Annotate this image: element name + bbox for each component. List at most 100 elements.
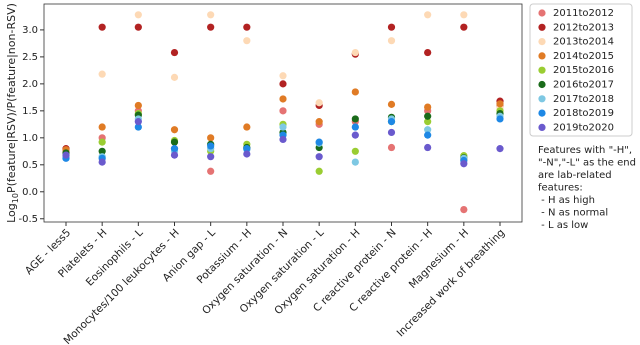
annotation-line: - H as high (538, 195, 595, 206)
data-point (279, 80, 287, 88)
data-point (134, 23, 142, 31)
y-tick-label: 1.0 (22, 133, 38, 144)
y-tick-label: 0.5 (22, 160, 38, 171)
data-point (98, 138, 106, 146)
annotation-line: features: (538, 183, 583, 194)
data-point (170, 48, 179, 57)
data-point (170, 145, 179, 153)
data-point (170, 151, 179, 159)
data-point (207, 11, 215, 19)
data-point (207, 153, 215, 161)
data-point (424, 103, 432, 111)
data-point (207, 167, 215, 175)
legend-label: 2016to2017 (553, 80, 614, 91)
data-point (134, 11, 142, 19)
data-point (460, 23, 468, 31)
data-point (351, 115, 359, 123)
annotation-line: - N as normal (538, 208, 608, 219)
data-point (279, 95, 287, 103)
data-point (315, 118, 323, 126)
legend-marker (538, 9, 546, 17)
data-point (460, 205, 468, 214)
y-tick-label: 3.0 (22, 25, 38, 36)
data-point (243, 37, 251, 45)
data-point (387, 143, 396, 152)
legend-label: 2017to2018 (553, 94, 614, 105)
legend-marker (538, 23, 546, 31)
data-point (424, 126, 432, 134)
data-point (387, 128, 396, 137)
data-point (279, 107, 287, 115)
data-point (243, 145, 251, 153)
annotation-line: Features with "-H", (538, 145, 632, 156)
legend-label: 2013to2014 (553, 37, 614, 48)
data-point (351, 48, 359, 57)
data-point (424, 11, 432, 19)
y-tick-label: 0.0 (22, 187, 38, 198)
data-point (351, 147, 359, 155)
data-point (170, 126, 179, 134)
data-point (424, 131, 432, 139)
data-point (424, 48, 432, 57)
data-point (387, 100, 396, 108)
data-point (315, 153, 323, 161)
data-point (98, 23, 106, 31)
data-point (134, 123, 142, 131)
annotation-line: - L as low (538, 220, 588, 231)
data-point (279, 135, 287, 144)
y-label-sub: 10 (11, 193, 20, 203)
y-tick-label: 1.5 (22, 106, 38, 117)
legend-label: 2015to2016 (553, 65, 614, 76)
data-point (315, 167, 323, 175)
legend-label: 2018to2019 (553, 108, 614, 119)
data-point (134, 118, 142, 126)
y-axis-label: Log10P(feature|RSV)/P(feature|non-RSV) (5, 3, 20, 223)
legend-marker (538, 109, 546, 117)
data-point (496, 145, 504, 153)
data-point (351, 131, 359, 139)
y-tick-label: -0.5 (18, 214, 38, 225)
data-point (243, 23, 251, 31)
data-point (98, 123, 106, 131)
legend-label: 2012to2013 (553, 22, 614, 33)
data-point (351, 123, 359, 131)
data-point (207, 142, 215, 150)
data-point (170, 73, 179, 81)
legend-marker (538, 38, 546, 46)
data-point (279, 72, 287, 80)
legend-marker (538, 66, 546, 74)
legend-label: 2011to2012 (553, 8, 614, 19)
data-point (315, 99, 323, 107)
data-point (134, 101, 142, 110)
y-label-part: Log (5, 203, 18, 223)
data-point (460, 160, 468, 168)
data-point (207, 23, 215, 31)
legend-box (529, 3, 633, 137)
annotation-line: are lab-related (538, 170, 612, 181)
legend-label: 2019to2020 (553, 122, 614, 133)
data-point (243, 150, 251, 158)
legend-label: 2014to2015 (553, 51, 614, 62)
data-point (424, 112, 432, 120)
legend-marker (538, 123, 546, 131)
legend-marker (538, 95, 546, 103)
data-point (243, 123, 251, 131)
data-point (207, 134, 215, 142)
data-point (62, 151, 70, 159)
data-point (496, 100, 504, 108)
data-point (387, 37, 396, 45)
data-point (98, 158, 106, 166)
data-point (98, 70, 106, 78)
data-point (98, 147, 106, 155)
data-point (424, 143, 432, 152)
data-point (387, 118, 396, 126)
data-point (351, 158, 359, 166)
y-tick-label: 2.0 (22, 79, 38, 90)
data-point (279, 123, 287, 131)
data-point (351, 88, 359, 96)
data-point (170, 138, 179, 146)
y-label-part: P(feature|RSV)/P(feature|non-RSV) (5, 3, 18, 193)
data-point (424, 118, 432, 126)
data-point (315, 138, 323, 146)
